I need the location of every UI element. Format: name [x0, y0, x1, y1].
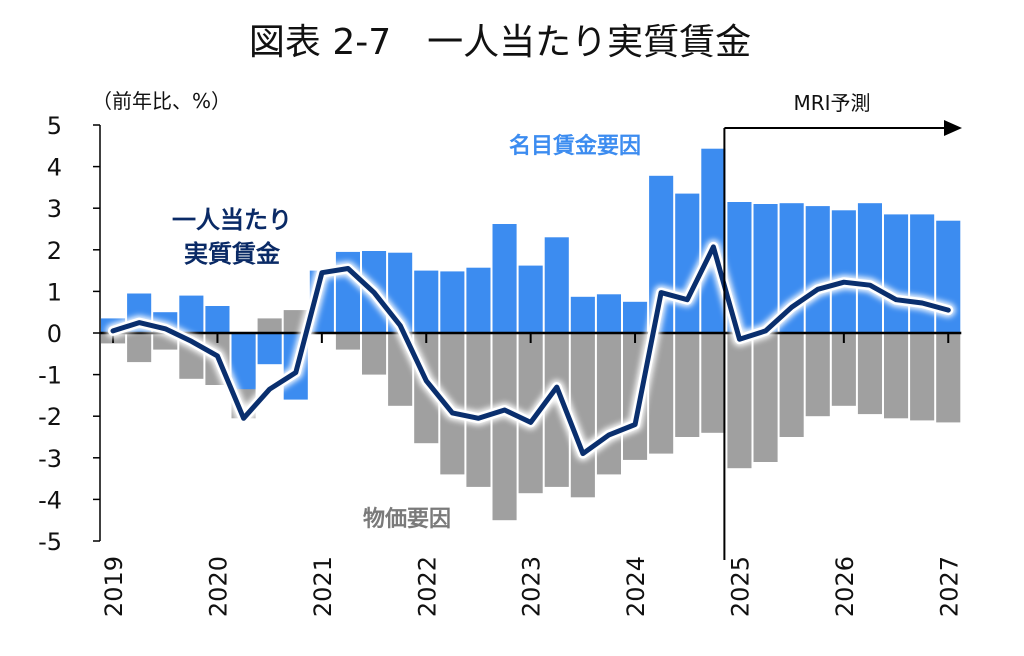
y-tick-label: -2: [38, 403, 62, 431]
nominal-wage-bar: [753, 204, 778, 333]
price-factor-bar: [127, 333, 152, 363]
y-tick-label: 4: [47, 154, 62, 182]
forecast-label: MRI予測: [793, 91, 870, 115]
nominal-wage-bar: [466, 267, 491, 333]
y-tick-label: -1: [38, 362, 62, 390]
nominal-wage-bar: [231, 333, 256, 390]
nominal-wage-bar: [596, 294, 621, 333]
x-tick-label: 2021: [309, 556, 337, 617]
nominal-wage-bar: [805, 206, 830, 333]
nominal-wage-label: 名目賃金要因: [509, 133, 641, 159]
price-factor-bar: [335, 333, 360, 350]
price-factor-bar: [805, 333, 830, 417]
chart-title: 図表 2-7 一人当たり実質賃金: [249, 22, 751, 63]
y-tick-label: 2: [47, 237, 62, 265]
price-factor-bar: [492, 333, 517, 521]
nominal-wage-bar: [570, 296, 595, 333]
y-tick-label: -4: [38, 486, 62, 514]
nominal-wage-bar: [831, 210, 856, 333]
nominal-wage-bar: [623, 301, 648, 333]
y-tick-label: 0: [47, 320, 62, 348]
x-tick-label: 2027: [935, 556, 963, 617]
line-layer: [106, 239, 956, 461]
price-factor-bar: [884, 333, 909, 419]
x-tick-label: 2019: [100, 556, 128, 617]
x-tick-label: 2026: [831, 556, 859, 617]
x-tick-label: 2022: [413, 556, 441, 617]
nominal-wage-bar: [205, 306, 230, 333]
price-factor-bar: [701, 333, 726, 433]
price-factor-bar: [831, 333, 856, 406]
y-tick-label: 1: [47, 278, 62, 306]
nominal-wage-bar: [518, 265, 543, 333]
axes-layer: 5 4 3 2 1 0 -1 -2 -3 -4 -5 2019 2020 2021 2022 2023 2024…: [38, 112, 963, 617]
real-wage-line: [110, 244, 951, 457]
price-factor-bar: [596, 333, 621, 475]
price-factor-bar: [257, 318, 282, 333]
price-factor-label: 物価要因: [363, 506, 451, 532]
x-tick-label: 2023: [518, 556, 546, 617]
y-tick-label: 3: [47, 195, 62, 223]
x-tick-label: 2020: [204, 556, 232, 617]
real-wage-label-line1: 一人当たり: [172, 206, 292, 234]
price-factor-bar: [779, 333, 804, 437]
nominal-wage-bar: [492, 224, 517, 333]
y-axis-label: （前年比、%）: [92, 89, 231, 113]
forecast-layer: [723, 120, 962, 560]
real-wage-label-line2: 実質賃金: [184, 240, 281, 268]
nominal-wage-bar: [544, 237, 569, 333]
forecast-arrow-head: [944, 120, 962, 136]
price-factor-bar: [727, 333, 752, 469]
x-tick-label: 2025: [726, 556, 754, 617]
x-tick-label: 2024: [622, 556, 650, 617]
y-tick-label: -3: [38, 445, 62, 473]
nominal-wage-bar: [675, 193, 700, 333]
nominal-wage-bar: [414, 270, 439, 333]
nominal-wage-bar: [910, 214, 935, 333]
nominal-wage-bar: [884, 214, 909, 333]
price-factor-bar: [910, 333, 935, 421]
price-factor-bar: [362, 333, 387, 375]
y-tick-label: -5: [38, 528, 62, 556]
price-factor-bar: [936, 333, 961, 423]
nominal-wage-bar: [440, 271, 465, 333]
price-factor-bar: [675, 333, 700, 437]
nominal-wage-bar: [257, 333, 282, 365]
nominal-wage-bar: [179, 295, 204, 333]
y-tick-label: 5: [47, 112, 62, 140]
nominal-wage-bar: [857, 203, 882, 333]
price-factor-bar: [753, 333, 778, 462]
price-factor-bar: [857, 333, 882, 415]
